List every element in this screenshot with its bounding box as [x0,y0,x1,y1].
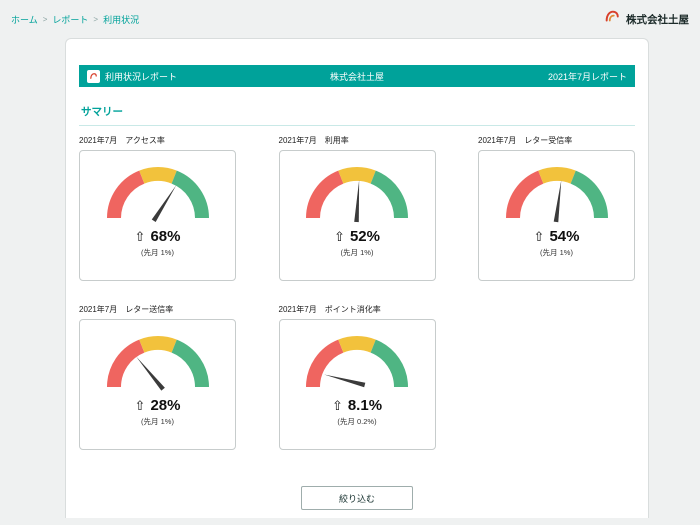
gauge-delta: (先月 1%) [540,248,573,257]
gauge-card: ⇧ 68% (先月 1%) [79,150,236,281]
gauge-title: 2021年7月 利用率 [279,135,436,146]
brand-name: 株式会社土屋 [626,13,689,26]
gauge-card: ⇧ 52% (先月 1%) [278,150,436,281]
breadcrumb-current[interactable]: 利用状況 [103,14,140,25]
gauge-period: 2021年7月 [478,136,517,145]
gauge-card: ⇧ 28% (先月 1%) [79,319,236,450]
summary-section-title: サマリー [79,104,635,126]
gauge-chart [505,167,608,223]
gauge-chart [106,336,209,391]
gauge-value: 68% [150,228,181,245]
up-arrow-icon: ⇧ [134,229,146,244]
gauge-metric: ポイント消化率 [324,305,381,314]
gauge-value-row: ⇧ 54% [534,228,580,245]
gauge-cell: 2021年7月 ポイント消化率 ⇧ 8.1% (先月 0.2%) [278,304,436,450]
gauge-title: 2021年7月 レター送信率 [79,304,236,315]
gauge-metric: アクセス率 [125,136,165,145]
breadcrumb-report[interactable]: レポート [52,14,89,25]
gauge-cell: 2021年7月 レター受信率 ⇧ 54% (先月 1%) [478,135,635,281]
gauge-chart [306,167,408,223]
gauge-period: 2021年7月 [278,305,317,314]
gauge-value: 54% [549,228,580,245]
gauge-cell: 2021年7月 レター送信率 ⇧ 28% (先月 1%) [79,304,236,450]
up-arrow-icon: ⇧ [134,398,146,413]
breadcrumb: ホーム > レポート > 利用状況 [11,13,139,26]
gauge-delta: (先月 0.2%) [337,417,377,426]
gauge-delta: (先月 1%) [340,248,374,257]
gauge-value: 28% [150,397,181,414]
filter-row: 絞り込む [79,486,635,510]
gauge-value: 52% [349,228,380,245]
filter-button[interactable]: 絞り込む [301,486,413,510]
gauge-value-row: ⇧ 28% [135,397,181,414]
gauge-chart [306,336,408,388]
gauge-value: 8.1% [347,397,383,414]
gauge-delta: (先月 1%) [141,248,174,257]
brand: 株式会社土屋 [603,9,689,30]
report-panel: 利用状況レポート 株式会社土屋 2021年7月レポート サマリー 2021年7月… [65,38,649,518]
breadcrumb-separator: > [42,14,48,24]
gauge-card: ⇧ 54% (先月 1%) [478,150,635,281]
breadcrumb-home[interactable]: ホーム [11,14,38,25]
top-bar: ホーム > レポート > 利用状況 株式会社土屋 [0,0,700,38]
gauge-metric: 利用率 [324,136,349,145]
gauge-title: 2021年7月 ポイント消化率 [279,304,436,315]
report-header-left: 利用状況レポート [87,69,178,83]
gauge-cell: 2021年7月 アクセス率 ⇧ 68% (先月 1%) [79,135,236,281]
gauge-value-row: ⇧ 52% [334,228,380,245]
up-arrow-icon: ⇧ [331,398,343,413]
report-logo-icon [87,69,100,83]
report-header-bar: 利用状況レポート 株式会社土屋 2021年7月レポート [79,65,635,87]
gauge-period: 2021年7月 [79,136,118,145]
gauge-metric: レター受信率 [524,136,573,145]
gauge-card: ⇧ 8.1% (先月 0.2%) [278,319,436,450]
gauge-value-row: ⇧ 68% [135,228,181,245]
company-logo-icon [603,9,621,30]
gauge-cell: 2021年7月 利用率 ⇧ 52% (先月 1%) [278,135,436,281]
up-arrow-icon: ⇧ [334,229,345,244]
gauge-title: 2021年7月 レター受信率 [478,135,635,146]
gauge-period: 2021年7月 [79,305,118,314]
gauge-chart [106,167,209,222]
gauge-delta: (先月 1%) [141,417,174,426]
breadcrumb-separator: > [93,14,99,24]
gauge-title: 2021年7月 アクセス率 [79,135,236,146]
report-company: 株式会社土屋 [329,71,385,82]
report-period: 2021年7月レポート [547,71,627,82]
gauge-metric: レター送信率 [125,305,174,314]
gauge-value-row: ⇧ 8.1% [332,397,382,414]
up-arrow-icon: ⇧ [533,229,545,244]
gauge-grid: 2021年7月 アクセス率 ⇧ 68% (先月 1%) 2021年7月 利用率 … [79,135,635,450]
report-title: 利用状況レポート [105,71,178,82]
gauge-period: 2021年7月 [278,136,317,145]
